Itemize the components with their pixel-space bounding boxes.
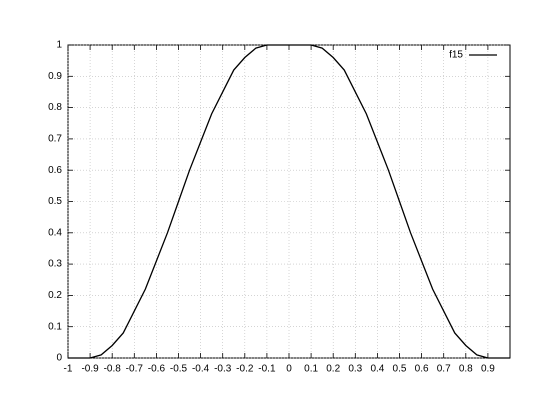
x-tick-label: 0.8 xyxy=(459,364,473,375)
x-tick-label: -0.1 xyxy=(258,364,276,375)
y-tick-label: 0 xyxy=(56,353,62,364)
y-tick-label: 0.7 xyxy=(48,134,62,145)
y-tick-label: 0.2 xyxy=(48,290,62,301)
x-tick-label: -0.3 xyxy=(214,364,232,375)
y-tick-label: 0.9 xyxy=(48,71,62,82)
x-tick-label: 0.9 xyxy=(481,364,495,375)
y-tick-label: 0.1 xyxy=(48,321,62,332)
x-tick-label: -1 xyxy=(64,364,73,375)
legend-label: f15 xyxy=(449,50,463,61)
y-tick-label: 0.3 xyxy=(48,259,62,270)
y-tick-label: 0.8 xyxy=(48,102,62,113)
y-tick-label: 0.5 xyxy=(48,196,62,207)
x-tick-label: -0.4 xyxy=(192,364,210,375)
x-tick-label: 0.7 xyxy=(437,364,451,375)
x-tick-label: 0.2 xyxy=(326,364,340,375)
y-tick-label: 1 xyxy=(56,40,62,51)
x-tick-label: 0.5 xyxy=(393,364,407,375)
x-tick-label: -0.8 xyxy=(104,364,122,375)
series-line xyxy=(68,44,510,359)
x-tick-label: -0.2 xyxy=(236,364,254,375)
x-tick-label: -0.9 xyxy=(81,364,99,375)
x-tick-label: 0.6 xyxy=(415,364,429,375)
x-tick-label: 0.1 xyxy=(304,364,318,375)
x-tick-label: -0.7 xyxy=(126,364,144,375)
x-tick-label: -0.5 xyxy=(170,364,188,375)
y-tick-label: 0.6 xyxy=(48,165,62,176)
x-tick-label: -0.6 xyxy=(148,364,166,375)
x-tick-label: 0.4 xyxy=(370,364,384,375)
x-tick-label: 0 xyxy=(286,364,292,375)
y-tick-label: 0.4 xyxy=(48,227,62,238)
x-tick-label: 0.3 xyxy=(348,364,362,375)
